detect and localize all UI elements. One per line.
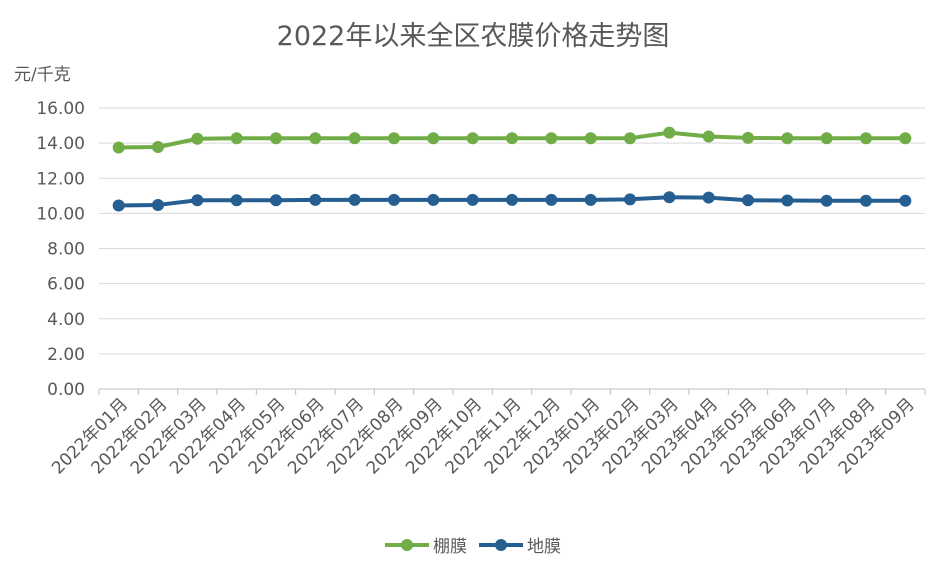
data-point — [152, 198, 164, 211]
data-point — [191, 132, 204, 145]
data-point — [309, 193, 322, 206]
legend-item-series-1: 地膜 — [479, 532, 561, 557]
data-point — [545, 193, 558, 206]
legend-swatch-series-0 — [385, 538, 429, 551]
y-tick-label: 6.00 — [47, 275, 85, 295]
data-point — [152, 140, 164, 153]
data-point — [702, 191, 715, 204]
data-point — [348, 193, 361, 206]
data-point — [663, 191, 676, 204]
data-point — [545, 132, 558, 145]
series-0 — [112, 126, 912, 154]
data-point — [781, 132, 794, 145]
y-tick-label: 4.00 — [47, 310, 85, 330]
data-point — [388, 193, 400, 206]
data-point — [270, 194, 282, 207]
legend: 棚膜 地膜 — [0, 532, 946, 557]
data-point — [820, 194, 833, 207]
series-layer — [112, 126, 912, 212]
data-point — [230, 194, 243, 207]
data-point — [742, 131, 754, 144]
data-point — [112, 199, 125, 212]
data-point — [112, 141, 125, 154]
x-axis: 2022年01月2022年02月2022年03月2022年04月2022年05月… — [48, 389, 926, 478]
data-point — [309, 132, 322, 145]
data-point — [427, 132, 440, 145]
data-point — [742, 194, 754, 207]
y-tick-label: 16.00 — [36, 99, 85, 119]
y-tick-label: 2.00 — [47, 345, 85, 365]
data-point — [506, 193, 518, 206]
data-point — [663, 126, 676, 139]
legend-label-series-0: 棚膜 — [433, 537, 467, 557]
y-tick-label: 12.00 — [36, 169, 85, 189]
data-point — [702, 130, 715, 143]
data-point — [230, 132, 243, 145]
data-point — [466, 193, 479, 206]
gridlines — [99, 107, 925, 390]
y-axis-ticks: 0.00 2.00 4.00 6.00 8.00 10.00 12.00 14.00 16.00 — [36, 99, 85, 400]
data-point — [899, 194, 912, 207]
data-point — [860, 194, 872, 207]
chart-title: 2022年以来全区农膜价格走势图 — [276, 21, 670, 52]
y-tick-label: 0.00 — [47, 380, 85, 400]
data-point — [506, 132, 518, 145]
data-point — [781, 194, 794, 207]
data-point — [899, 132, 912, 145]
y-tick-label: 8.00 — [47, 240, 85, 260]
data-point — [584, 193, 597, 206]
y-tick-label: 10.00 — [36, 204, 85, 224]
data-point — [860, 132, 872, 145]
data-point — [270, 132, 282, 145]
data-point — [388, 132, 400, 145]
data-point — [348, 132, 361, 145]
legend-label-series-1: 地膜 — [527, 537, 561, 557]
data-point — [624, 193, 636, 206]
data-point — [584, 132, 597, 145]
y-axis-unit-label: 元/千克 — [14, 65, 71, 85]
series-1 — [112, 191, 912, 212]
y-tick-label: 14.00 — [36, 134, 85, 154]
data-point — [820, 132, 833, 145]
legend-swatch-series-1 — [479, 538, 523, 551]
data-point — [466, 132, 479, 145]
data-point — [427, 193, 440, 206]
legend-item-series-0: 棚膜 — [385, 532, 467, 557]
data-point — [191, 194, 204, 207]
data-point — [624, 132, 636, 145]
